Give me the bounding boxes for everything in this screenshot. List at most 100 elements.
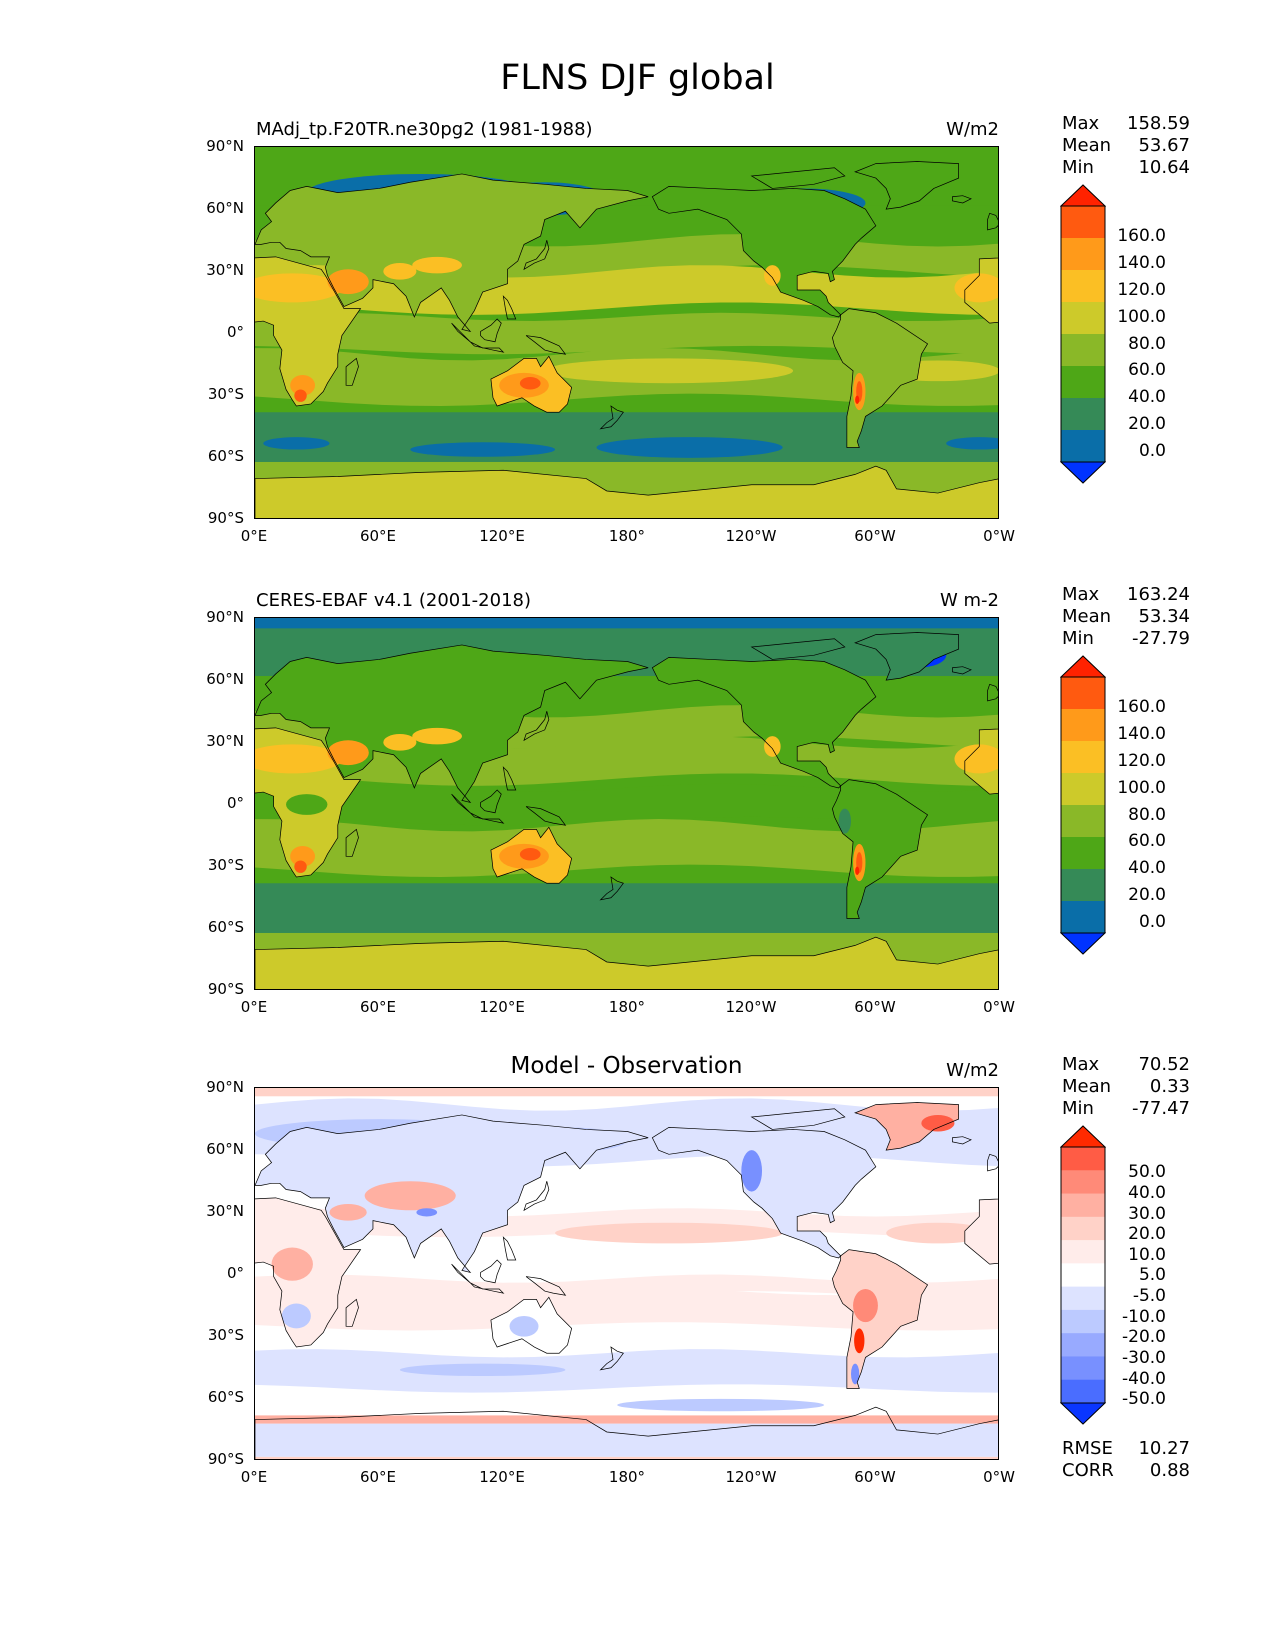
field-patch-atlantic [886,1222,990,1244]
coastline-africa [964,257,998,324]
coastlines [255,632,998,989]
coastline-uk [987,1153,998,1172]
colorbar-label: 30.0 [1128,1204,1166,1224]
stat-min: -77.47 [1131,1098,1190,1119]
colorbar-swatch [1061,805,1105,838]
coastline-australia [490,1296,573,1354]
hotspot-australia-core [519,377,541,390]
hotspots [255,256,998,411]
stat-label: Mean [1062,606,1112,627]
field-band-sh-subtropics [255,819,998,877]
colorbar-label: 140.0 [1117,724,1166,744]
lat-tick: 0° [226,323,244,341]
lon-tick: 0°E [240,1468,268,1486]
colorbar-swatch [1061,773,1105,806]
colorbar-swatch [1061,334,1105,367]
colorbar-label: -20.0 [1122,1327,1166,1347]
stat-min: -27.79 [1131,628,1190,649]
stat-mean: 0.33 [1149,1076,1190,1097]
coastline-antarctica [255,936,998,989]
field-band-southern-ocean [255,1349,998,1393]
coastline-philippines [502,766,517,791]
land-greenland [855,632,959,681]
land-greenland [855,161,959,210]
stat-label: Max [1062,113,1100,134]
colorbar [1060,184,1106,484]
coastline-australia [490,826,573,884]
field-band-polar-edge [255,1088,998,1097]
colorbar-label: 100.0 [1117,778,1166,798]
stats-box: Max 70.52 Mean 0.33 Min -77.47 [1062,1054,1190,1120]
land-africa [964,1198,998,1265]
lon-tick: 120°W [725,1468,777,1486]
coastline-newguinea [525,1276,567,1296]
colorbar-swatch [1061,270,1105,303]
panel-model: MAdj_tp.F20TR.ne30pg2 (1981-1988) W/m2 9… [0,102,1275,545]
hotspot-andes-peak [855,866,860,875]
stat-max: 158.59 [1127,113,1190,134]
field-patch-low [263,437,330,450]
lat-tick: 90°S [207,1450,244,1468]
hotspot-iran [383,263,417,280]
coastline-newguinea [525,335,567,355]
colorbar-label: -10.0 [1122,1307,1166,1327]
colorbar-label: 140.0 [1117,253,1166,273]
map-difference [254,1087,999,1460]
land-namerica [652,1127,876,1258]
coastline-greenland [854,632,959,681]
lat-tick: 60°N [206,1140,244,1158]
hotspot-kalahari [290,845,316,867]
coastline-uk [987,683,998,702]
colorbar-swatch [1061,398,1105,431]
anomalies [271,1114,955,1385]
lat-tick: 30°N [206,1202,244,1220]
hotspot-sahara [954,744,998,774]
field-band-southern-ocean [255,883,998,933]
land-samerica [832,779,928,919]
colorbar-label: 160.0 [1117,697,1166,717]
coastline-arctic_islands [750,167,846,189]
colorbar [1060,655,1106,955]
colorbar-swatch [1061,1193,1105,1218]
panel-title: MAdj_tp.F20TR.ne30pg2 (1981-1988) [256,119,593,140]
land-antarctica [255,937,998,989]
lon-tick: 60°W [854,1468,896,1486]
field-patch-amazon [838,808,851,834]
colorbar-label: 80.0 [1128,334,1166,354]
colorbar-label: 50.0 [1128,1162,1166,1182]
lon-tick: 120°E [479,1468,525,1486]
hotspot-sahara [954,273,998,303]
coastline-eurasia [255,173,649,333]
hotspot-tibet [412,256,462,274]
lat-tick: 30°S [207,856,244,874]
coastline-nz [599,876,624,901]
stat-min: 10.64 [1138,157,1190,178]
lat-tick: 90°S [207,980,244,998]
colorbar-swatch [1061,1263,1105,1288]
coastline-greenland [854,1102,959,1151]
colorbar-swatch [1061,1286,1105,1311]
coastlines [255,161,998,518]
colorbar-label: -50.0 [1122,1389,1166,1409]
lon-tick: 0°W [983,998,1015,1016]
coastline-samerica [831,779,929,919]
map-observation-svg [255,618,998,989]
hotspot-iran [383,734,417,751]
hotspot-australia-core [519,848,541,861]
anomaly-africa-warm [271,1247,313,1281]
panel-units: W/m2 [946,1060,999,1081]
lon-tick: 60°E [359,527,397,545]
coastline-australia [490,355,573,413]
colorbar-extend-max [1060,655,1106,678]
lat-tick: 0° [226,794,244,812]
lon-tick: 60°E [359,998,397,1016]
anomaly-rockies-cold [741,1150,763,1192]
coastline-madagascar [345,828,359,857]
coastline-africa [255,256,362,407]
coastline-japan [523,711,550,742]
lon-tick: 60°E [359,1468,397,1486]
corr-label: CORR [1062,1460,1114,1481]
panel-units: W m-2 [939,590,999,611]
lon-tick: 0°W [983,1468,1015,1486]
colorbar-swatch [1061,1356,1105,1381]
